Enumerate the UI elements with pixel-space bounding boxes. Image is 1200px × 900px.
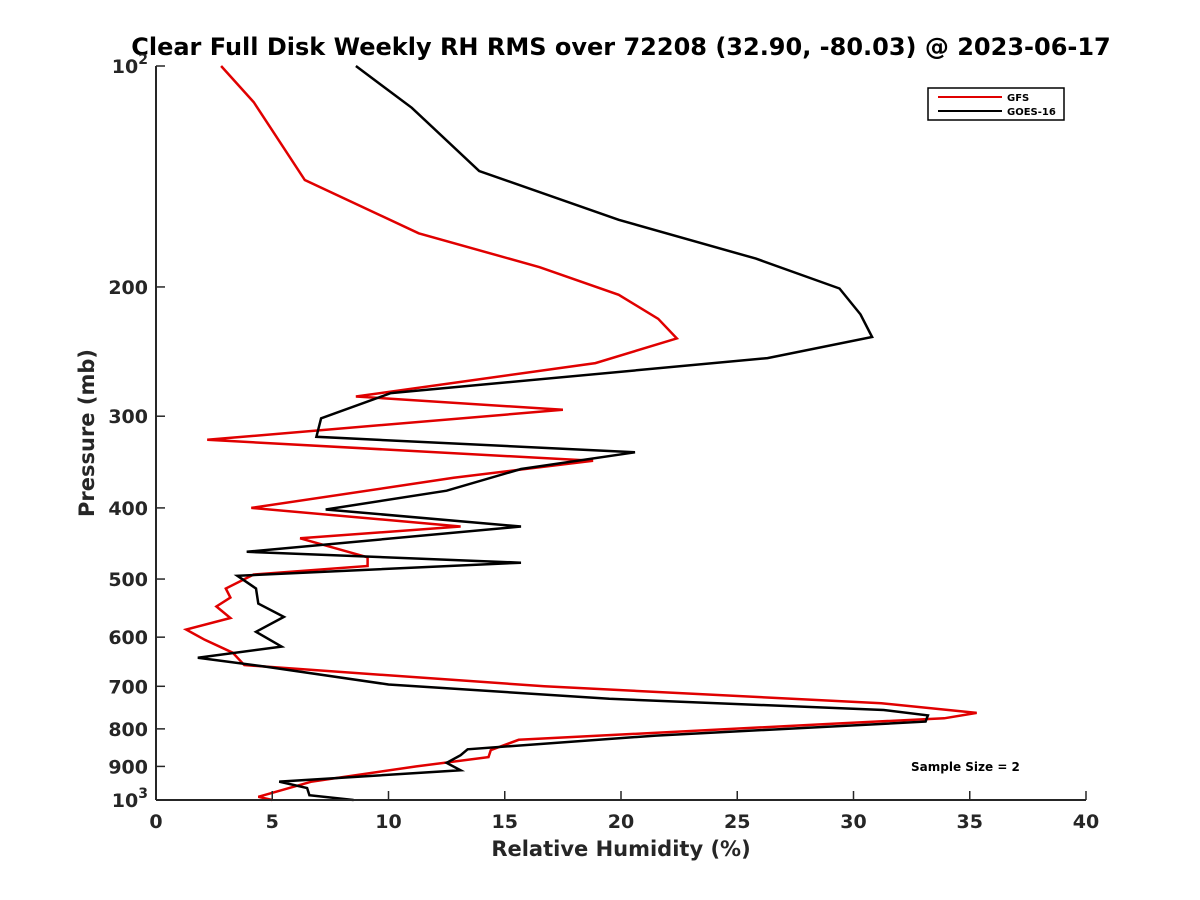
x-tick-label: 25: [724, 811, 750, 833]
y-tick-label-base: 800: [108, 719, 148, 741]
x-tick-label: 40: [1073, 811, 1099, 833]
x-tick-label: 30: [840, 811, 866, 833]
chart-title: Clear Full Disk Weekly RH RMS over 72208…: [131, 33, 1111, 61]
y-tick-label: 300: [108, 406, 148, 428]
x-tick-label: 10: [375, 811, 401, 833]
y-tick-label-base: 300: [108, 406, 148, 428]
x-tick-label: 5: [266, 811, 279, 833]
y-tick-label-exponent: 2: [138, 52, 148, 68]
x-ticks: 0 5 10 15 20 25 30 35 40: [149, 791, 1099, 833]
y-tick-label-base: 500: [108, 569, 148, 591]
x-tick-label: 20: [608, 811, 634, 833]
y-tick-label: 900: [108, 756, 148, 778]
series-line-goes-16: [197, 64, 930, 802]
y-tick-label-base: 600: [108, 627, 148, 649]
y-tick-label-base: 400: [108, 498, 148, 520]
y-tick-label: 500: [108, 569, 148, 591]
y-tick-label-base: 200: [108, 277, 148, 299]
y-axis-label: Pressure (mb): [75, 349, 99, 517]
legend-box: [927, 87, 1065, 121]
y-tick-label-base: 10: [112, 56, 138, 78]
y-tick-label: 200: [108, 277, 148, 299]
x-tick-label: 35: [957, 811, 983, 833]
y-tick-label: 700: [108, 676, 148, 698]
sample-size-annotation: Sample Size = 2: [911, 760, 1020, 774]
y-tick-label-exponent: 3: [138, 786, 148, 802]
x-axis-label: Relative Humidity (%): [491, 837, 750, 861]
y-tick-label-base: 700: [108, 676, 148, 698]
x-tick-label: 15: [492, 811, 518, 833]
legend-label-gfs: GFS: [1007, 93, 1029, 104]
y-tick-label: 800: [108, 719, 148, 741]
y-tick-label: 600: [108, 627, 148, 649]
y-tick-label: 103: [112, 786, 148, 812]
y-tick-label: 400: [108, 498, 148, 520]
x-tick-label: 0: [149, 811, 162, 833]
legend-label-goes16: GOES-16: [1007, 107, 1056, 118]
y-tick-label-base: 10: [112, 790, 138, 812]
legend: GFS GOES-16: [927, 87, 1065, 121]
y-tick-label: 102: [112, 52, 148, 78]
series-layer: [182, 64, 977, 802]
series-line-gfs: [182, 65, 977, 802]
y-tick-label-base: 900: [108, 756, 148, 778]
